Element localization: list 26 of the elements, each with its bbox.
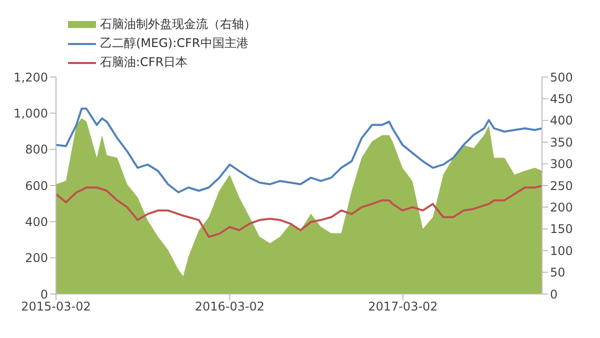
y-tick-label: 600 — [25, 178, 48, 193]
y2-tick-label: 100 — [550, 244, 573, 258]
y2-tick-label: 450 — [550, 92, 573, 106]
legend-label: 石脑油制外盘现金流（右轴） — [100, 16, 256, 33]
x-tick-label: 2016-03-02 — [194, 300, 265, 314]
y-tick-label: 400 — [25, 214, 48, 229]
y-tick-label: 1,200 — [14, 70, 48, 84]
legend-label: 乙二醇(MEG):CFR中国主港 — [100, 35, 248, 52]
line-series — [56, 184, 542, 238]
y2-tick-label: 0 — [550, 287, 558, 302]
legend-label: 石脑油:CFR日本 — [100, 54, 188, 71]
y-tick-label: 800 — [25, 142, 48, 157]
y2-tick-label: 150 — [550, 222, 573, 236]
x-tick-label: 2017-03-02 — [368, 300, 438, 314]
y2-tick-label: 50 — [550, 266, 566, 280]
y2-tick-label: 300 — [550, 157, 573, 172]
y2-tick-label: 500 — [550, 70, 573, 84]
y2-tick-label: 350 — [550, 135, 573, 150]
y2-tick-label: 250 — [550, 178, 573, 193]
y-tick-label: 1,000 — [14, 106, 48, 120]
y2-tick-label: 200 — [550, 200, 573, 214]
line-series — [56, 108, 542, 194]
y-tick-label: 200 — [25, 251, 48, 266]
y2-tick-label: 400 — [550, 114, 573, 128]
x-tick-label: 2015-03-02 — [21, 300, 91, 314]
y-tick-label: 0 — [40, 287, 48, 302]
